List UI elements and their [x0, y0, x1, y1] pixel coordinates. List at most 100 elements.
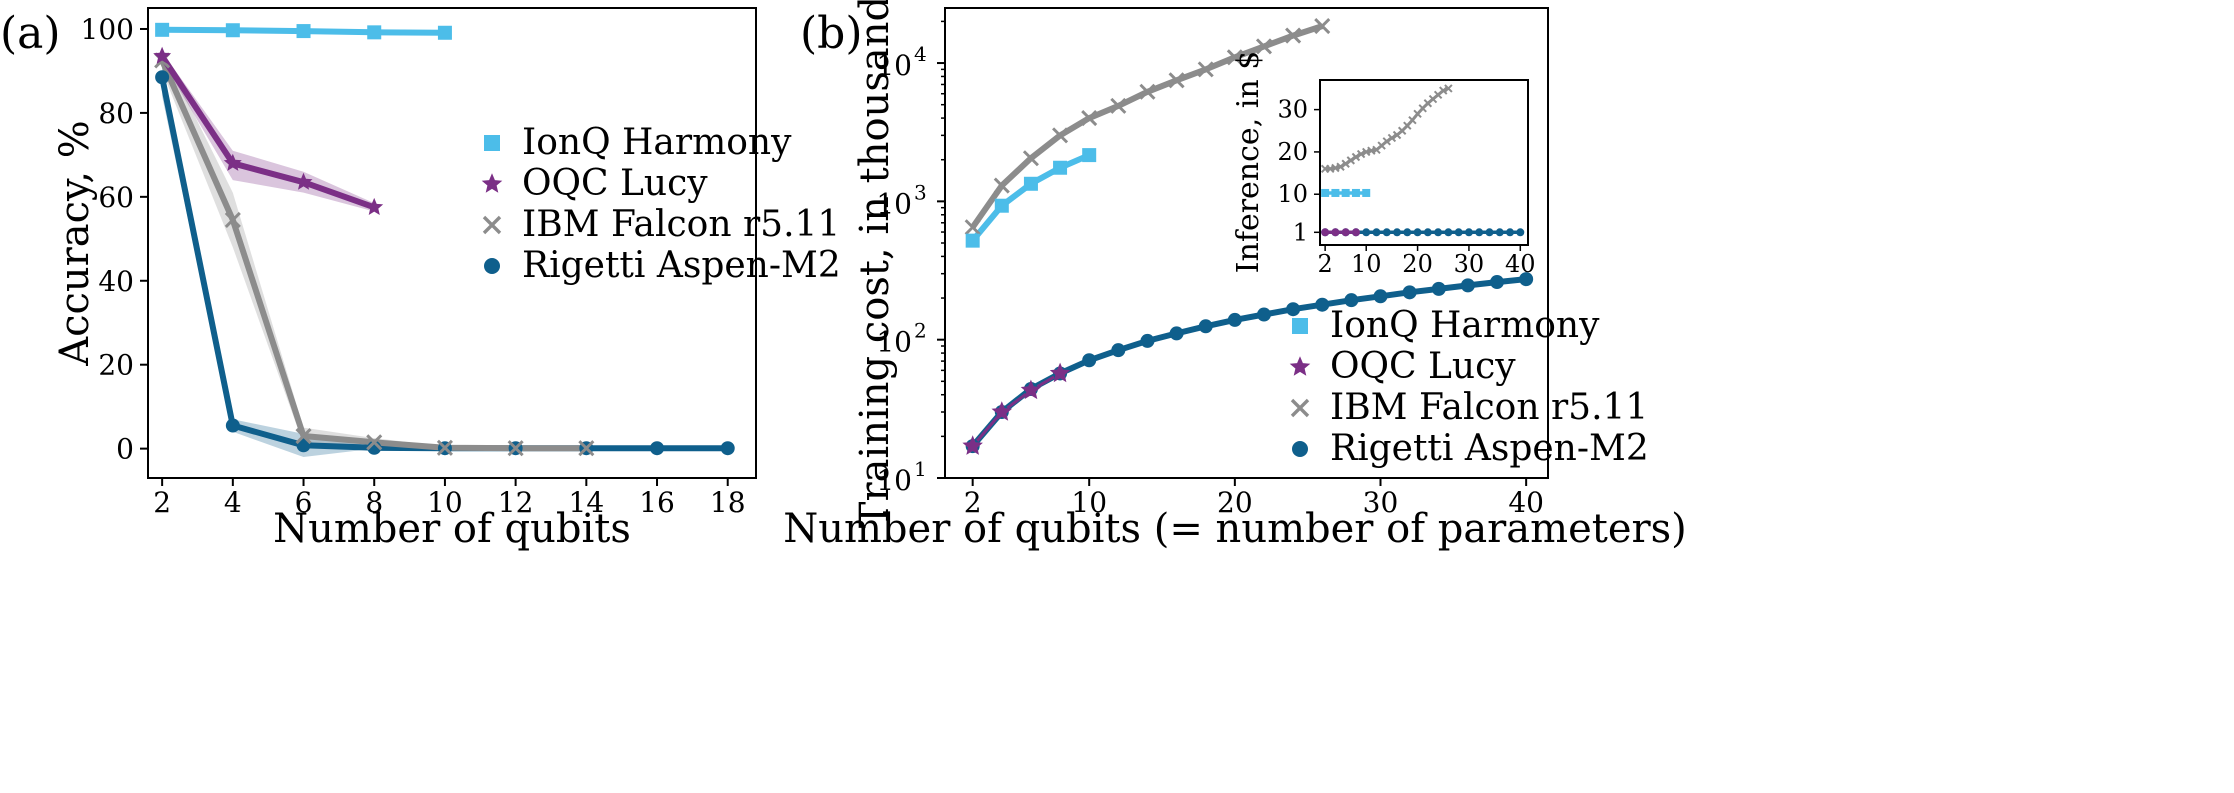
point-ionq — [367, 25, 382, 40]
legend-label-rigetti: Rigetti Aspen-M2 — [522, 245, 841, 286]
inset-point-rigetti — [1506, 228, 1515, 237]
inset-point-ibm — [1382, 137, 1391, 146]
x-tick-label: 18 — [710, 486, 746, 519]
point-rigetti — [1460, 278, 1475, 293]
inset-point-ibm — [1356, 149, 1366, 159]
inset-y-tick-label: 1 — [1293, 218, 1308, 246]
inset-point-ibm — [1336, 162, 1345, 171]
point-rigetti — [1082, 353, 1097, 368]
inset-point-ionq — [1321, 188, 1330, 197]
inset-point-ionq — [1341, 188, 1350, 197]
point-ionq — [225, 23, 240, 38]
point-ibm — [1168, 72, 1185, 89]
inset-background — [1320, 80, 1528, 245]
point-ionq — [296, 24, 311, 39]
point-ionq — [155, 22, 170, 37]
legend-label-oqc: OQC Lucy — [522, 163, 708, 204]
series-line-oqc — [159, 54, 376, 211]
point-ionq — [1082, 148, 1097, 163]
point-rigetti — [1140, 333, 1155, 348]
legend-label-ionq: IonQ Harmony — [1330, 305, 1600, 346]
panel-b-y-axis-label: Training cost, in thousand $ — [852, 0, 898, 528]
inset-point-rigetti — [1413, 228, 1422, 237]
point-oqc — [991, 401, 1013, 421]
point-rigetti — [155, 70, 170, 85]
point-rigetti — [720, 441, 735, 456]
inset-point-rigetti — [1403, 228, 1412, 237]
band-ibm — [162, 50, 587, 449]
point-rigetti — [1286, 302, 1301, 317]
point-ibm — [366, 434, 383, 451]
x-tick-label: 6 — [295, 486, 313, 519]
point-rigetti — [1198, 319, 1213, 334]
legend-marker-rigetti — [1292, 441, 1308, 457]
inset-point-ibm — [1346, 156, 1356, 165]
point-oqc — [153, 46, 172, 64]
point-ibm — [578, 440, 595, 457]
point-rigetti — [650, 441, 665, 456]
x-tick-label: 2 — [964, 486, 982, 519]
point-oqc — [962, 435, 983, 455]
x-tick-label: 14 — [569, 486, 605, 519]
legend-marker-rigetti — [484, 258, 500, 274]
y-tick-label: 80 — [98, 97, 134, 130]
series-line-ibm — [970, 23, 1324, 229]
point-rigetti — [1256, 307, 1271, 322]
inset-point-rigetti — [1362, 228, 1371, 237]
inset-point-ionq — [1362, 188, 1371, 197]
inset-x-tick-label: 2 — [1317, 250, 1332, 278]
inset-point-ionq — [1331, 188, 1340, 197]
panel-a-letter: (a) — [0, 8, 61, 59]
point-rigetti — [1227, 312, 1242, 327]
inset-point-ibm — [1444, 84, 1453, 93]
point-ibm — [964, 219, 981, 236]
point-rigetti — [1431, 281, 1446, 296]
inset-point-oqc — [1341, 228, 1350, 237]
inset-point-rigetti — [1454, 228, 1463, 237]
point-oqc — [1020, 379, 1042, 400]
point-oqc — [1049, 362, 1071, 383]
point-rigetti — [1169, 326, 1184, 341]
x-tick-label: 10 — [1071, 486, 1107, 519]
inset-point-rigetti — [1444, 228, 1453, 237]
y-tick-label: 60 — [98, 181, 134, 214]
legend-marker-ionq — [1292, 318, 1308, 334]
inset-point-oqc — [1331, 228, 1340, 237]
y-tick-label: 10 — [876, 326, 912, 359]
point-ionq — [994, 198, 1009, 213]
x-tick-label: 30 — [1363, 486, 1399, 519]
inset-point-oqc — [1351, 228, 1360, 237]
x-tick-label: 12 — [498, 486, 534, 519]
point-ibm — [507, 440, 524, 457]
y-tick-label: 10 — [876, 187, 912, 220]
panel-b-letter: (b) — [800, 8, 863, 59]
x-tick-label: 8 — [365, 486, 383, 519]
point-ibm — [1314, 18, 1331, 35]
point-ibm — [436, 439, 453, 456]
inset-point-ionq — [1351, 188, 1360, 197]
point-ionq — [1023, 176, 1038, 191]
panel-a-plot-frame — [147, 7, 757, 479]
inset-point-rigetti — [1382, 228, 1391, 237]
inset-point-rigetti — [1464, 228, 1473, 237]
x-tick-label: 40 — [1508, 486, 1544, 519]
legend-marker-oqc — [1289, 356, 1311, 376]
inset-point-rigetti — [1423, 228, 1432, 237]
point-rigetti — [1111, 343, 1126, 358]
inset-point-oqc — [1321, 228, 1330, 237]
inset-point-ibm — [1351, 152, 1361, 162]
y-tick-exponent: 4 — [914, 42, 927, 66]
inset-y-tick-label: 20 — [1277, 138, 1308, 166]
point-rigetti — [1402, 285, 1417, 300]
x-tick-label: 4 — [224, 486, 242, 519]
inset-point-ibm — [1439, 86, 1448, 95]
x-tick-label: 16 — [639, 486, 675, 519]
band-oqc — [162, 52, 375, 212]
legend-marker-ibm — [482, 215, 502, 235]
inset-point-ibm — [1387, 133, 1397, 143]
point-rigetti — [225, 418, 240, 433]
y-tick-label: 100 — [81, 13, 134, 46]
point-ionq — [965, 233, 980, 248]
legend-marker-ionq — [484, 135, 500, 151]
